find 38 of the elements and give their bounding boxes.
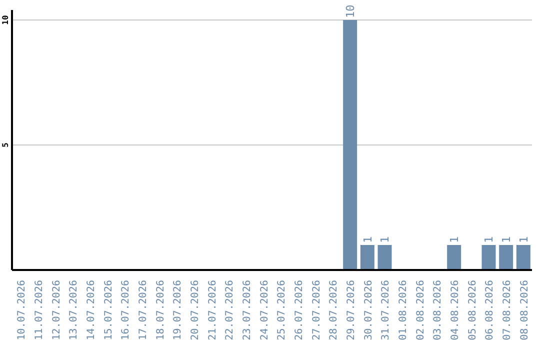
x-tick-label: 01.08.2026 <box>398 280 409 340</box>
x-tick-label: 30.07.2026 <box>363 280 374 340</box>
x-tick-label: 24.07.2026 <box>259 280 270 340</box>
data-label: 10 <box>344 4 358 18</box>
x-tick-label: 04.08.2026 <box>450 280 461 340</box>
x-tick-label: 16.07.2026 <box>120 280 132 340</box>
x-tick-label: 08.08.2026 <box>519 280 530 340</box>
x-tick-label: 27.07.2026 <box>311 280 322 340</box>
x-tick-label: 21.07.2026 <box>207 280 218 340</box>
data-label: 1 <box>361 236 374 243</box>
x-tick-label: 19.07.2026 <box>172 280 184 340</box>
x-tick-label: 17.07.2026 <box>138 280 149 340</box>
data-label: 1 <box>500 236 514 243</box>
x-tick-label: 20.07.2026 <box>190 280 201 340</box>
data-label: 1 <box>517 236 530 243</box>
x-tick-label: 26.07.2026 <box>294 280 305 340</box>
x-tick-label: 13.07.2026 <box>68 280 80 340</box>
x-tick-label: 05.08.2026 <box>467 280 478 340</box>
x-tick-label: 12.07.2026 <box>51 280 62 340</box>
x-tick-label: 29.07.2026 <box>346 280 357 340</box>
x-tick-label: 15.07.2026 <box>103 280 114 340</box>
x-tick-label: 23.07.2026 <box>242 280 253 340</box>
y-tick-label: 5 <box>1 142 10 148</box>
x-tick-label: 31.07.2026 <box>380 280 392 340</box>
data-label: 1 <box>378 236 392 243</box>
data-label: 1 <box>448 236 462 243</box>
x-tick-label: 22.07.2026 <box>224 280 236 340</box>
x-tick-label: 03.08.2026 <box>432 280 444 340</box>
x-tick-label: 28.07.2026 <box>328 280 340 340</box>
x-tick-label: 11.07.2026 <box>34 280 45 340</box>
x-tick-label: 18.07.2026 <box>155 280 166 340</box>
x-tick-label: 10.07.2026 <box>16 280 28 340</box>
x-tick-label: 14.07.2026 <box>86 280 97 340</box>
x-tick-label: 25.07.2026 <box>276 280 288 340</box>
x-tick-label: 02.08.2026 <box>415 280 426 340</box>
x-tick-label: 07.08.2026 <box>502 280 513 340</box>
x-tick-label: 06.08.2026 <box>484 280 496 340</box>
data-label: 1 <box>482 236 496 243</box>
